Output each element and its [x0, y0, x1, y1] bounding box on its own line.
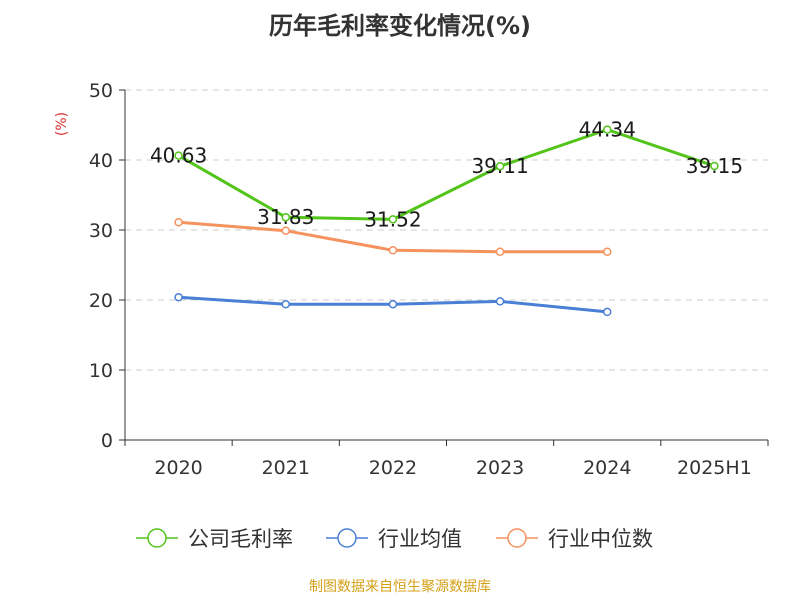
- data-label: 39.11: [471, 154, 528, 178]
- grid-lines: [125, 89, 768, 371]
- x-tick-label: 2023: [476, 457, 524, 479]
- data-point: [603, 125, 612, 134]
- chart-title: 历年毛利率变化情况(%): [269, 12, 531, 40]
- data-label: 44.34: [579, 118, 636, 142]
- legend: 公司毛利率 行业均值 行业中位数: [136, 527, 653, 551]
- y-tick-label: 50: [89, 80, 113, 102]
- legend-label: 行业均值: [378, 527, 462, 551]
- legend-item: 公司毛利率: [136, 527, 293, 551]
- x-tick-label: 2024: [583, 457, 631, 479]
- data-label: 39.15: [686, 154, 743, 178]
- legend-label: 公司毛利率: [188, 527, 293, 551]
- data-point: [174, 151, 183, 160]
- x-tick-label: 2022: [369, 457, 417, 479]
- data-point: [281, 226, 290, 235]
- data-point: [495, 247, 505, 256]
- y-tick-label: 20: [89, 290, 113, 312]
- data-point: [495, 297, 505, 306]
- legend-item: 行业中位数: [496, 527, 653, 551]
- data-point: [281, 212, 290, 222]
- source-note: 制图数据来自恒生聚源数据库: [309, 579, 491, 595]
- x-tick-label: 2021: [262, 457, 310, 479]
- data-labels: 40.63 31.83 31.52 39.11 44.34 39.15: [150, 118, 743, 232]
- y-tick-label: 10: [89, 360, 113, 382]
- y-tick-label: 40: [89, 150, 113, 172]
- data-point: [710, 161, 719, 171]
- y-tick-label: 30: [89, 220, 113, 242]
- data-point: [388, 299, 398, 309]
- series-line: [177, 128, 716, 221]
- data-label: 31.52: [364, 207, 421, 231]
- data-point: [174, 292, 183, 302]
- data-point: [388, 246, 398, 255]
- legend-item: 行业均值: [326, 527, 462, 551]
- series-lines: [174, 125, 719, 317]
- data-point: [495, 161, 505, 171]
- x-tick-label: 2025H1: [677, 457, 752, 479]
- legend-marker: [337, 528, 357, 548]
- data-point: [603, 307, 612, 317]
- data-point: [174, 218, 183, 227]
- legend-marker: [147, 528, 167, 548]
- data-label: 40.63: [150, 144, 207, 168]
- x-tick-label: 2020: [154, 457, 202, 479]
- data-label: 31.83: [257, 205, 314, 229]
- data-point: [603, 247, 612, 256]
- y-tick-label: 0: [101, 430, 113, 452]
- data-point: [388, 215, 398, 224]
- axes: 0 10 20 30 40 50 2020 2021 2022 2023 2024 2025H1: [89, 80, 769, 479]
- y-axis-label: (%): [54, 112, 70, 136]
- legend-label: 行业中位数: [548, 527, 653, 551]
- data-point: [281, 299, 290, 309]
- legend-marker: [507, 528, 527, 548]
